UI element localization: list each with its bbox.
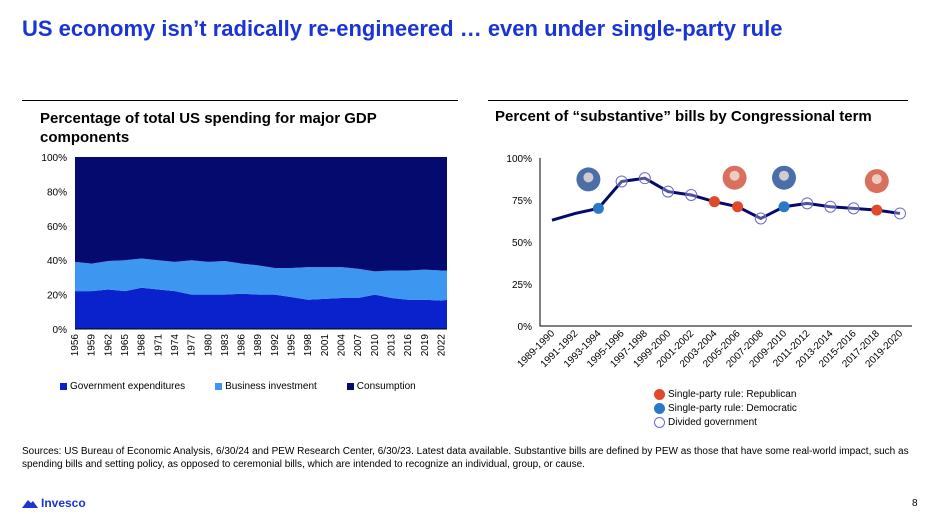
y-tick-label: 80% (47, 187, 67, 198)
portrait-democratic (772, 165, 796, 190)
x-tick-label: 1959 (87, 334, 98, 357)
data-point-divided (754, 212, 767, 225)
left-legend: Government expenditures Business investme… (60, 381, 416, 392)
x-tick-label: 1977 (187, 334, 198, 357)
legend-label: Divided government (668, 417, 757, 428)
legend-label: Government expenditures (70, 381, 186, 392)
x-tick-label: 1962 (103, 334, 114, 357)
legend-item: Consumption (346, 381, 416, 392)
legend-swatch (346, 383, 354, 390)
x-tick-label: 1989 (253, 334, 264, 357)
mountain-icon (22, 500, 38, 508)
area-consumption (75, 157, 447, 272)
portrait-face (583, 172, 594, 183)
data-point-divided (894, 207, 906, 220)
legend-marker (654, 389, 665, 400)
x-tick-label: 1992 (270, 334, 281, 357)
y-tick-label: 25% (512, 280, 532, 291)
data-point-republican (871, 204, 883, 216)
data-point-democratic (592, 202, 604, 214)
portrait-republican (722, 165, 747, 190)
y-tick-label: 20% (47, 291, 67, 302)
area-government-expenditures (75, 287, 447, 329)
legend-label: Single-party rule: Republican (668, 389, 797, 400)
data-point-divided (847, 202, 860, 215)
legend-item: Government expenditures (60, 381, 185, 392)
gdp-area-chart: 0% 20% 40% 60% 80% 100% 1956 1959 1962 1965 1968 19… (41, 153, 447, 357)
logo-text: Invesco (41, 496, 86, 510)
x-tick-label: 1998 (303, 334, 314, 357)
portrait-republican (864, 169, 889, 194)
series-line (551, 176, 901, 222)
bills-line-chart: 0%25%50%75%100%1989-19901991-19921993-19… (506, 154, 912, 370)
y-tick-label: 0% (518, 322, 533, 333)
legend-swatch (215, 383, 223, 390)
x-tick-label: 2007 (353, 334, 364, 357)
invesco-logo: Invesco (22, 496, 86, 510)
y-tick-label: 50% (512, 238, 532, 249)
x-tick-label: 1974 (170, 334, 181, 357)
y-tick-label: 40% (47, 256, 67, 267)
sources-note: Sources: US Bureau of Economic Analysis,… (22, 446, 909, 470)
x-tick-label: 1968 (137, 334, 148, 357)
portrait-face (779, 170, 789, 181)
y-tick-label: 60% (47, 222, 67, 233)
legend-label: Consumption (356, 381, 416, 392)
legend-label: Business investment (225, 381, 317, 392)
x-tick-label: 2004 (337, 334, 348, 357)
x-tick-label: 1956 (70, 334, 81, 357)
legend-item: Single-party rule: Republican (654, 389, 797, 400)
x-tick-label: 1983 (220, 334, 231, 357)
data-point-democratic (778, 201, 790, 213)
portrait-face (871, 174, 882, 185)
legend-label: Single-party rule: Democratic (668, 403, 797, 414)
data-point-divided (615, 175, 628, 188)
page-number: 8 (912, 498, 918, 509)
x-tick-label: 2016 (403, 334, 414, 357)
legend-marker (654, 417, 665, 428)
legend-item: Single-party rule: Democratic (654, 403, 797, 414)
y-tick-label: 0% (53, 325, 68, 336)
x-tick-label: 2022 (436, 334, 447, 357)
y-tick-label: 100% (506, 154, 532, 165)
legend-item: Business investment (215, 381, 317, 392)
data-point-divided (638, 172, 651, 185)
legend-marker (654, 403, 665, 414)
divider (488, 100, 908, 101)
left-chart-title: Percentage of total US spending for majo… (40, 110, 377, 146)
y-tick-label: 75% (512, 196, 532, 207)
x-tick-label: 1986 (237, 334, 248, 357)
legend-swatch (60, 383, 67, 390)
x-tick-label: 2013 (386, 334, 397, 357)
data-point-republican (732, 201, 744, 213)
data-point-divided (824, 200, 837, 213)
data-point-divided (662, 185, 674, 198)
x-tick-label: 2001 (320, 334, 331, 357)
x-tick-label: 1965 (120, 334, 131, 357)
portrait-face (729, 170, 740, 181)
divider (22, 100, 458, 101)
portrait-democratic (576, 167, 601, 192)
axes (539, 158, 912, 327)
page-title: US economy isn’t radically re-engineered… (22, 16, 783, 41)
data-point-divided (801, 197, 814, 210)
x-tick-label: 1971 (153, 334, 164, 357)
right-chart-title: Percent of “substantive” bills by Congre… (495, 108, 872, 125)
legend-item: Divided government (654, 417, 797, 428)
y-tick-label: 100% (41, 153, 67, 164)
data-point-republican (708, 196, 720, 208)
x-tick-label: 1995 (287, 334, 298, 357)
x-tick-label: 2019 (420, 334, 431, 357)
data-point-divided (685, 188, 698, 201)
right-legend: Single-party rule: Republican Single-part… (654, 389, 797, 428)
x-tick-label: 2010 (370, 334, 381, 357)
x-tick-label: 1980 (203, 334, 214, 357)
area-business-investment (75, 258, 447, 301)
